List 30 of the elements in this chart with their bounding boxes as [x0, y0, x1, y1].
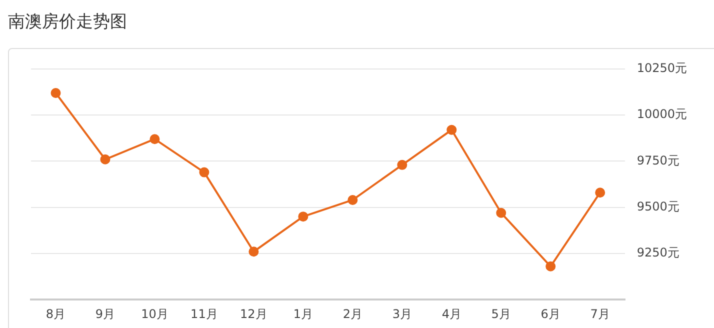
- x-tick-label: 10月: [141, 306, 168, 321]
- point: [298, 212, 308, 222]
- x-tick-label: 4月: [442, 306, 462, 321]
- point: [595, 188, 606, 198]
- point: [546, 261, 556, 272]
- chart-title: 南澳房价走势图: [8, 11, 127, 33]
- point: [348, 194, 358, 205]
- x-tick-label: 8月: [46, 306, 66, 321]
- y-tick-label: 9750元: [636, 153, 680, 168]
- point: [199, 167, 210, 178]
- point: [397, 160, 408, 170]
- x-tick-label: 1月: [293, 306, 313, 321]
- y-tick-label: 9500元: [636, 199, 680, 214]
- x-tick-label: 11月: [190, 306, 218, 321]
- x-tick-label: 7月: [590, 306, 610, 321]
- y-tick-label: 10000元: [636, 107, 688, 122]
- point: [150, 134, 160, 144]
- x-tick-label: 5月: [491, 306, 511, 321]
- point: [50, 88, 61, 98]
- x-tick-label: 2月: [342, 306, 362, 321]
- point: [446, 124, 457, 135]
- y-tick-label: 10250元: [636, 61, 688, 76]
- x-tick-label: 3月: [392, 306, 412, 321]
- y-tick-label: 9250元: [636, 246, 680, 260]
- point: [100, 154, 110, 164]
- x-tick-label: 9月: [95, 306, 116, 321]
- point: [248, 246, 259, 257]
- x-tick-label: 12月: [240, 306, 268, 321]
- x-tick-label: 6月: [540, 306, 560, 321]
- point: [496, 208, 506, 218]
